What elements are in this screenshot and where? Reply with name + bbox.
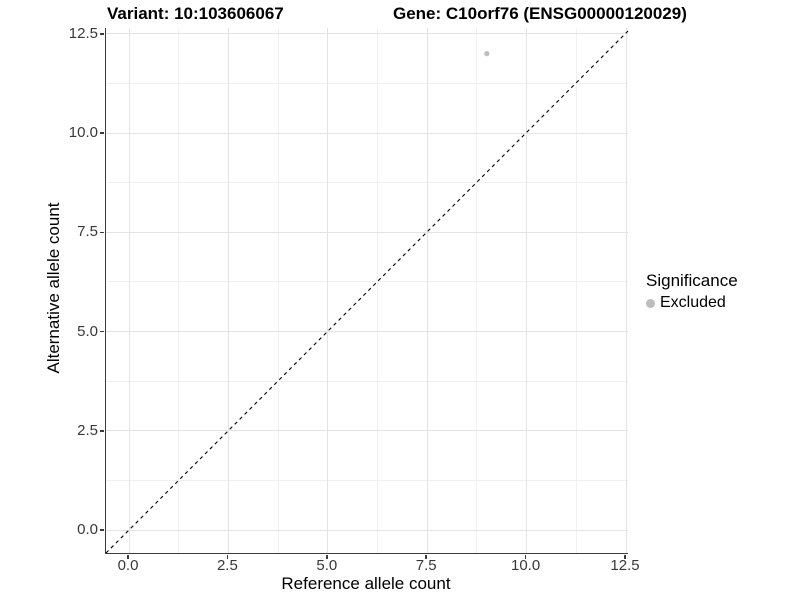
major-gridline-x bbox=[327, 28, 329, 553]
x-tick-label: 12.5 bbox=[610, 557, 640, 574]
gene-title: Gene: C10orf76 (ENSG00000120029) bbox=[393, 4, 687, 23]
y-tick-label: 0.0 bbox=[77, 521, 98, 538]
y-axis-tick bbox=[99, 330, 104, 333]
minor-gridline-y bbox=[106, 479, 628, 481]
y-axis-tick bbox=[99, 33, 104, 35]
plot-layer bbox=[105, 30, 629, 554]
minor-gridline-x bbox=[277, 28, 279, 553]
x-tick-label: 10.0 bbox=[510, 557, 541, 574]
y-tick-label: 10.0 bbox=[68, 124, 98, 141]
minor-gridline-y bbox=[106, 281, 628, 283]
x-axis-tick bbox=[524, 554, 527, 559]
major-gridline-x bbox=[128, 28, 130, 553]
y-axis-title: Alternative allele count bbox=[44, 202, 63, 374]
variant-title: Variant: 10:103606067 bbox=[107, 4, 284, 23]
major-gridline-y bbox=[106, 33, 628, 35]
minor-gridline-y bbox=[106, 82, 628, 84]
major-gridline-y bbox=[106, 132, 628, 134]
x-tick-label: 0.0 bbox=[117, 557, 139, 574]
plot-panel bbox=[105, 28, 629, 554]
data-points-layer bbox=[484, 51, 490, 57]
major-gridline-x bbox=[625, 28, 627, 553]
y-tick-label: 5.0 bbox=[77, 322, 98, 340]
x-axis-tick bbox=[226, 554, 229, 559]
x-axis-title: Reference allele count bbox=[281, 574, 451, 593]
x-tick-label: 7.5 bbox=[415, 557, 437, 574]
y-axis-tick bbox=[99, 529, 104, 531]
identity-reference-line bbox=[105, 30, 629, 554]
data-point bbox=[484, 51, 490, 57]
y-tick-label: 7.5 bbox=[77, 223, 98, 241]
legend-item-label: Excluded bbox=[660, 294, 726, 311]
x-axis-tick bbox=[127, 554, 129, 559]
legend-title: Significance bbox=[646, 271, 738, 290]
legend: Significance Excluded bbox=[646, 271, 738, 312]
major-gridline-y bbox=[106, 430, 628, 432]
major-gridline-y bbox=[106, 529, 628, 531]
major-gridline-x bbox=[426, 28, 428, 553]
minor-gridline-x bbox=[476, 28, 478, 553]
legend-item-excluded: Excluded bbox=[646, 294, 738, 312]
major-gridline-y bbox=[106, 231, 628, 233]
y-axis-tick bbox=[99, 231, 104, 233]
y-axis-tick bbox=[99, 132, 104, 134]
minor-gridline-y bbox=[106, 380, 628, 382]
excluded-point-icon bbox=[646, 298, 655, 308]
major-gridline-x bbox=[526, 28, 528, 553]
minor-gridline-x bbox=[575, 28, 577, 553]
minor-gridline-x bbox=[377, 28, 378, 553]
x-axis-tick bbox=[624, 554, 626, 559]
major-gridline-y bbox=[106, 331, 628, 332]
x-tick-label: 2.5 bbox=[216, 557, 238, 574]
y-axis-tick bbox=[99, 430, 104, 432]
minor-gridline-x bbox=[178, 28, 180, 553]
x-axis-tick bbox=[326, 554, 328, 559]
x-axis-tick bbox=[425, 554, 427, 559]
minor-gridline-y bbox=[106, 182, 628, 184]
y-tick-label: 2.5 bbox=[77, 421, 98, 439]
y-tick-label: 12.5 bbox=[68, 24, 98, 42]
x-tick-label: 5.0 bbox=[316, 557, 338, 574]
major-gridline-x bbox=[227, 28, 229, 553]
